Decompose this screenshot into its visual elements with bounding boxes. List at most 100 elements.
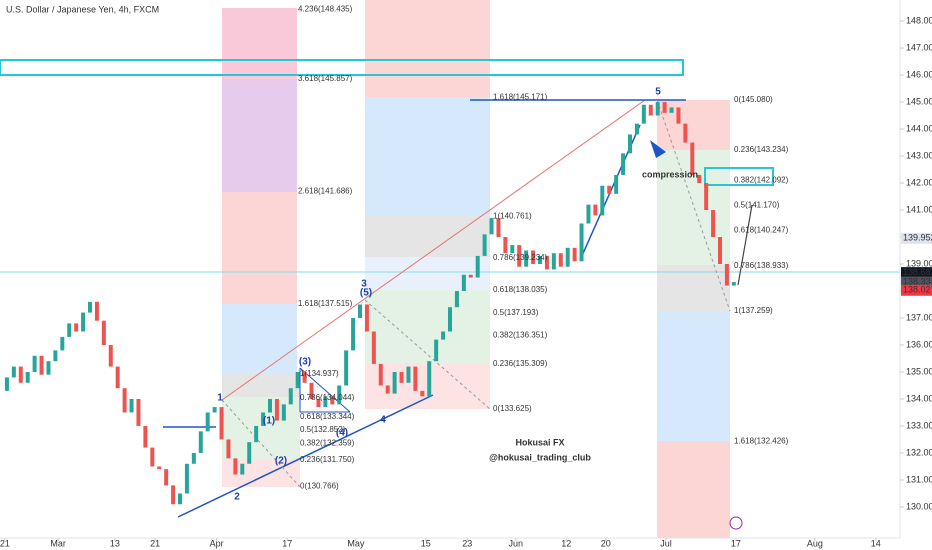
candle [600,185,605,216]
annotation: compression [642,169,698,179]
candle [136,398,141,426]
candle [510,245,515,254]
fib-level-label: 0(145.080) [734,95,773,104]
candle [219,407,224,440]
candle [503,237,508,254]
candle [25,371,30,383]
fib-level-label: 0.786(134.044) [300,393,355,402]
fib-level-label: 0.5(137.193) [493,308,539,317]
fib-level-label: 2.618(141.686) [298,187,353,196]
candle [94,301,99,321]
fib-level-label: 1.618(137.515) [298,299,353,308]
annotation: Hokusai FX [515,437,564,447]
wave-label: (1) [263,416,275,427]
wave-label: (5) [360,288,372,299]
candle [122,388,127,413]
wave-label: (4) [336,428,348,439]
candle [517,245,522,267]
candle [67,323,72,337]
y-tick-label: 139.000 [906,258,932,268]
candle [468,274,473,278]
candle [586,204,591,224]
candle [11,366,16,378]
candle [718,237,722,265]
fib-level-label: 0.618(140.247) [734,225,789,234]
x-tick-label: 17 [282,538,292,548]
wave-label: (3) [299,357,311,368]
y-tick-label: 145.000 [906,96,932,106]
price-badge [901,276,932,288]
candle [81,312,86,332]
candle [413,366,418,391]
candle [60,336,65,351]
candle [427,361,432,397]
fib-level-label: 0.5(141.170) [734,201,780,210]
candle [731,282,736,286]
candle [697,174,702,184]
candle [489,218,494,235]
candle [454,291,459,308]
candle [74,323,79,332]
candle [441,331,446,340]
fib-level-label: 0(130.766) [300,481,339,490]
y-tick-label: 141.000 [906,204,932,214]
price-badge-label: 138.331 [903,276,932,286]
candle [593,204,598,216]
candle [558,253,563,267]
fib-level-label: 4.236(148.435) [298,4,353,13]
candle [496,218,501,238]
candle [676,107,681,124]
candle [641,104,646,124]
candle [475,255,480,278]
x-tick-label: 14 [871,538,881,548]
candle [198,431,203,453]
candle [178,493,182,505]
x-tick-label: 12 [561,538,571,548]
candle [171,485,176,505]
candle [579,223,584,262]
y-tick-label: 131.000 [906,474,932,484]
candle [240,463,245,475]
price-badge-label: 138.027 [903,285,932,295]
x-tick-label: 15 [421,538,431,548]
candle [88,301,92,313]
candle [46,361,51,375]
price-badge-label: 138.681 [903,267,932,277]
candle [538,255,542,265]
candle [461,274,466,292]
y-tick-label: 148.000 [906,15,932,25]
candle [157,466,162,470]
candle [544,255,549,270]
wave-label: 4 [380,415,386,426]
x-tick-label: 21 [0,538,10,548]
price-badge [901,232,932,244]
candle [524,250,529,267]
candle [254,425,259,443]
fib-level-label: 1(137.259) [734,306,773,315]
fib-level-label: 0.382(132.359) [300,438,355,447]
candle [378,363,383,386]
fib-level-label: 0(133.625) [493,404,532,413]
y-tick-label: 130.000 [906,501,932,511]
candle [482,234,487,256]
fib-level-label: 0.5(132.852) [300,425,346,434]
x-tick-label: Mar [50,538,66,548]
candle [531,250,536,265]
candle [18,366,23,383]
price-badge-label: 139.952 [903,233,932,243]
candle [337,385,342,405]
x-tick-label: Apr [210,538,224,548]
candle [420,390,425,397]
candle [371,331,376,364]
annotation: @hokusai_trading_club [489,452,591,462]
price-badge [901,284,932,296]
candle [115,366,120,389]
wave-label: 3 [361,279,367,290]
candle [295,371,300,389]
candle [655,102,660,116]
candle [662,102,667,113]
y-tick-label: 144.000 [906,123,932,133]
candle [406,366,411,383]
candle [4,377,9,391]
candle [330,396,335,405]
